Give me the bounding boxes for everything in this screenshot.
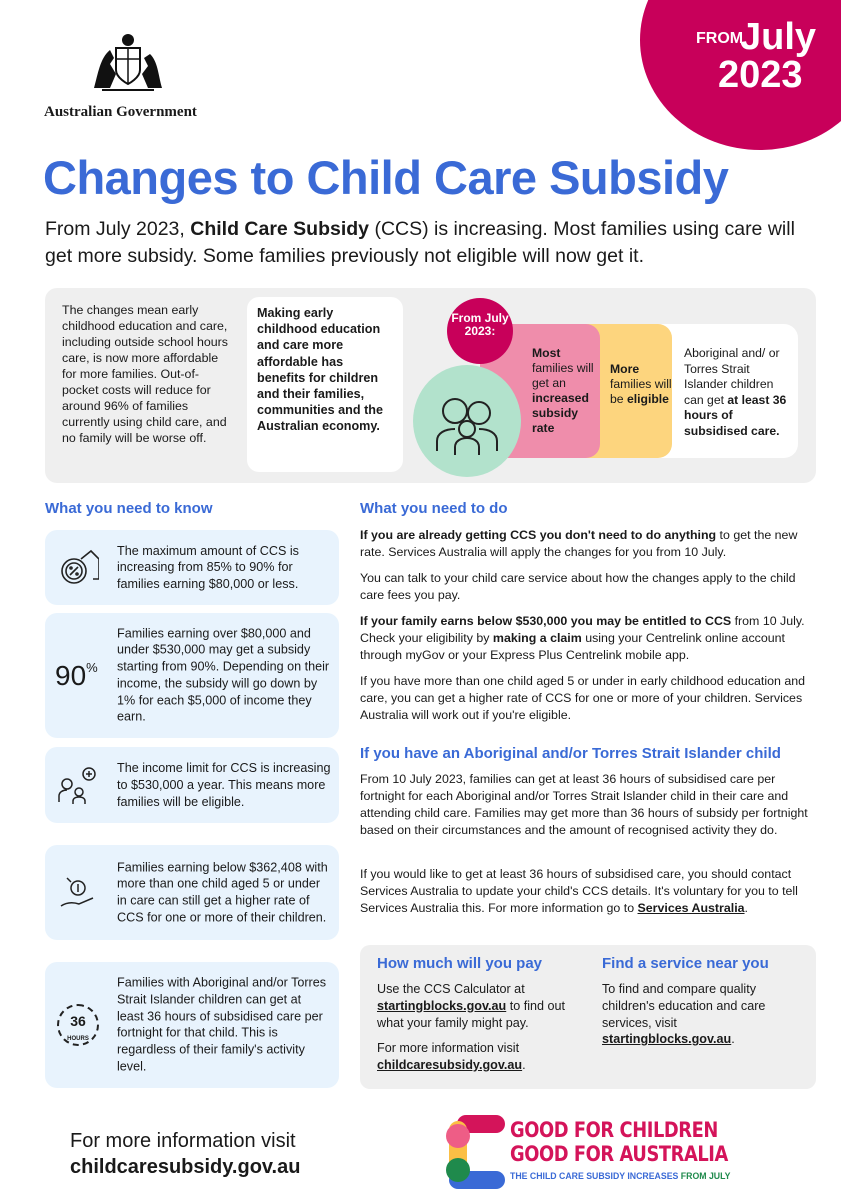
atsi-bold: at least 36 hours of subsidised care.	[684, 392, 787, 438]
info-card: 90% Families earning over $80,000 and un…	[45, 613, 339, 738]
text: .	[731, 1032, 735, 1047]
tagline-part: THE CHILD CARE SUBSIDY INCREASES	[510, 1171, 681, 1182]
intro-part: (CCS) is increasing. Most families using…	[45, 218, 795, 267]
startingblocks-link[interactable]: startingblocks.gov.au	[602, 1032, 732, 1047]
startingblocks-link[interactable]: startingblocks.gov.au	[377, 998, 507, 1013]
logo-tagline: THE CHILD CARE SUBSIDY INCREASES FROM JU…	[510, 1171, 730, 1182]
text: using your Centrelink online account thr…	[360, 631, 785, 662]
resources-panel	[360, 945, 816, 1089]
36-hours-icon: 36 HOURS	[57, 1004, 99, 1046]
percent-house-icon	[61, 549, 99, 584]
summary-left-text: The changes mean early childhood educati…	[62, 303, 229, 445]
hours-number: 36	[70, 1013, 86, 1029]
summary-benefits-card: Making early childhood education and car…	[247, 297, 403, 472]
from-july-circle: From July 2023:	[447, 298, 513, 364]
text: To find and compare quality children's e…	[602, 982, 766, 1030]
text: Use the CCS Calculator at	[377, 982, 525, 996]
tagline-from-july: FROM JULY	[680, 1171, 731, 1182]
todo-paragraph: If you are already getting CCS you don't…	[360, 527, 820, 561]
intro-bold: Child Care Subsidy	[190, 218, 370, 240]
todo-paragraph: If your family earns below $530,000 you …	[360, 613, 820, 664]
what-you-need-to-know-heading: What you need to know	[45, 500, 213, 517]
bold-text: If you are already getting CCS you don't…	[360, 528, 717, 542]
atsi-text: Aboriginal and/ or Torres Strait Islande…	[684, 346, 780, 407]
find-service-heading: Find a service near you	[602, 955, 769, 972]
good-for-children-logo-icon	[446, 1115, 505, 1189]
pink-text: families will get an	[532, 361, 594, 390]
percent-sign: %	[86, 659, 98, 675]
badge-month: July	[740, 16, 817, 58]
pay-text: Use the CCS Calculator at startingblocks…	[377, 981, 582, 1031]
badge-from: FROM	[696, 30, 744, 47]
pay-more-info: For more information visit childcaresubs…	[377, 1040, 582, 1074]
info-card-text: Families earning below $362,408 with mor…	[117, 859, 328, 925]
what-you-need-to-do-heading: What you need to do	[360, 500, 508, 517]
government-name: Australian Government	[44, 104, 197, 120]
atsi-paragraph: From 10 July 2023, families can get at l…	[360, 772, 808, 837]
services-australia-link[interactable]: Services Australia	[637, 901, 745, 915]
info-card: Families earning below $362,408 with mor…	[45, 845, 339, 940]
atsi-heading: If you have an Aboriginal and/or Torres …	[360, 745, 781, 762]
family-circle	[413, 365, 521, 477]
info-card-text: The maximum amount of CCS is increasing …	[117, 543, 299, 591]
pink-bold: increased subsidy rate	[532, 391, 589, 435]
text: to get the new rate. Services Australia …	[360, 528, 798, 559]
yellow-text: families will be	[610, 377, 672, 406]
text: .	[744, 901, 748, 915]
bold-text: If your family earns below $530,000 you …	[360, 614, 732, 628]
yellow-bold: eligible	[626, 392, 669, 406]
ninety-value: 90	[55, 659, 87, 691]
bold-text: making a claim	[492, 631, 582, 645]
info-card: 36 HOURS Families with Aboriginal and/or …	[45, 962, 339, 1088]
text: If you would like to get at least 36 hou…	[360, 867, 798, 915]
hand-coin-icon	[60, 876, 94, 907]
intro-text: From July 2023, Child Care Subsidy (CCS)…	[45, 216, 815, 270]
info-card: The maximum amount of CCS is increasing …	[45, 530, 339, 605]
how-much-heading: How much will you pay	[377, 955, 543, 972]
page-title: Changes to Child Care Subsidy	[43, 151, 729, 204]
family-plus-icon	[58, 767, 96, 804]
ninety-percent-icon: 90%	[55, 660, 98, 692]
intro-part: From July 2023,	[45, 218, 191, 240]
text: to find out what your family might pay.	[377, 998, 566, 1030]
family-icon	[436, 398, 498, 455]
hours-label: HOURS	[67, 1036, 89, 1042]
text: from 10 July. Check your eligibility by	[360, 614, 805, 645]
info-card-text: Families earning over $80,000 and under …	[117, 626, 330, 725]
info-card-text: Families with Aboriginal and/or Torres S…	[117, 975, 327, 1074]
from-july-2023-badge: FROM July 2023	[640, 0, 841, 150]
logo-line-2: GOOD FOR AUSTRALIA	[510, 1142, 728, 1166]
yellow-bold: More	[610, 362, 640, 376]
text: .	[522, 1057, 526, 1072]
find-text: To find and compare quality children's e…	[602, 981, 792, 1048]
info-card: The income limit for CCS is increasing t…	[45, 747, 339, 823]
australian-coat-of-arms-icon	[94, 34, 162, 91]
text: For more information visit	[377, 1041, 520, 1055]
info-card-text: The income limit for CCS is increasing t…	[117, 760, 331, 809]
badge-year: 2023	[718, 54, 803, 96]
footer-info-text: For more information visit	[70, 1130, 296, 1152]
todo-paragraph: If you have more than one child aged 5 o…	[360, 674, 805, 722]
logo-line-1: GOOD FOR CHILDREN	[510, 1118, 718, 1142]
atsi-paragraph: If you would like to get at least 36 hou…	[360, 866, 820, 917]
pink-bold: Most	[532, 346, 561, 360]
todo-paragraph: You can talk to your child care service …	[360, 571, 796, 602]
childcaresubsidy-link[interactable]: childcaresubsidy.gov.au	[377, 1057, 523, 1072]
footer-url[interactable]: childcaresubsidy.gov.au	[70, 1156, 301, 1178]
